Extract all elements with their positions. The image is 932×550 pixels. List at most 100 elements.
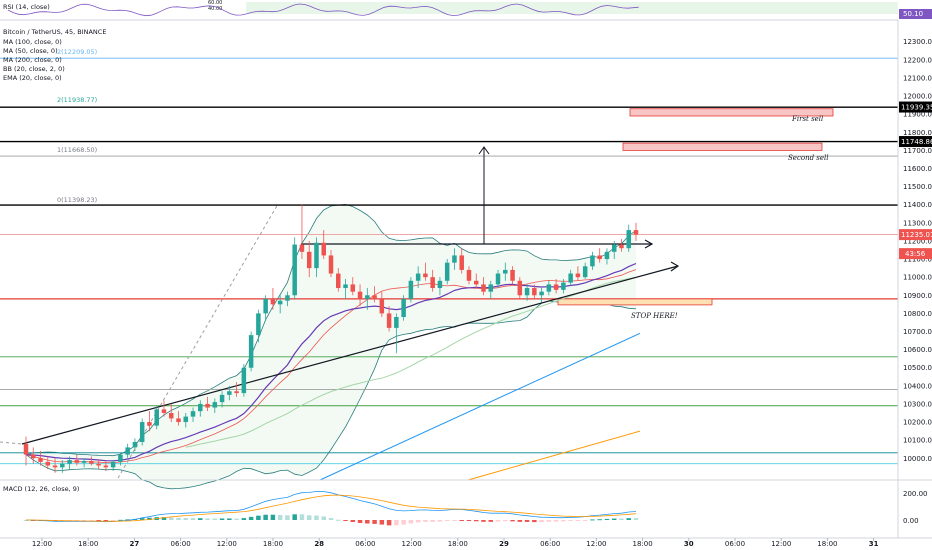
macd-histogram-bar (510, 520, 515, 522)
candle-body (415, 273, 421, 281)
macd-histogram-bar (517, 520, 523, 522)
candle-body (437, 280, 443, 289)
macd-histogram-bar (365, 520, 370, 524)
sell-zones (557, 108, 834, 306)
candle-body (604, 251, 610, 260)
rsi-path (7, 3, 639, 17)
price-tick-label: 12300.00 (903, 38, 932, 46)
macd-histogram-bar (503, 520, 508, 522)
price-badge-second-sell: 11748.86 (901, 138, 932, 146)
price-tick-label: 11200.00 (903, 237, 932, 245)
macd-histogram-bar (263, 514, 268, 520)
macd-histogram-bar (118, 519, 123, 521)
macd-histogram-bar (444, 520, 450, 521)
legend-ma100: MA (100, close, 0) (3, 38, 62, 46)
candle-body (147, 422, 152, 426)
candle-body (23, 443, 29, 455)
time-tick-label: 12:00 (402, 540, 422, 548)
macd-histogram-bar (626, 518, 631, 520)
candle-body (89, 460, 94, 464)
macd-histogram-bar (336, 519, 341, 521)
first-sell-note: First sell (791, 115, 823, 123)
candle-body (74, 460, 80, 463)
macd-histogram-bar (74, 520, 80, 521)
candle-body (306, 251, 312, 269)
macd-histogram-bar (568, 520, 573, 521)
candle-body (365, 295, 370, 299)
candle-body (372, 295, 377, 299)
macd-histogram-bar (183, 518, 189, 520)
macd-histogram-bar (401, 520, 406, 525)
candle-body (212, 402, 218, 408)
candle-body (444, 262, 450, 281)
resistance-arrowhead (644, 239, 654, 249)
candle-body (52, 465, 58, 468)
rsi-value-badge (899, 9, 932, 19)
candle-body (328, 255, 334, 274)
candle-body (161, 409, 167, 413)
candle-body (473, 280, 479, 285)
macd-histogram-bar (532, 520, 537, 523)
candle-body (633, 230, 639, 235)
candle-body (611, 244, 617, 252)
dashed-projection (117, 203, 279, 479)
price-ticks: 12300.00 12200.00 12100.00 12000.00 11900.00… (903, 38, 932, 463)
candle-body (314, 242, 319, 269)
legend-ema: EMA (20, close, 0) (3, 74, 62, 82)
projection-arrowhead (478, 146, 490, 155)
legend-ma50: MA (50, close, 0) (3, 47, 58, 55)
candle-body (408, 280, 414, 299)
time-axis[interactable]: 12:00 18:00 27 06:00 12:00 18:00 28 06:00 12:00 1… (0, 537, 932, 548)
macd-histogram-bar (227, 518, 232, 520)
price-tick-label: 12100.00 (903, 74, 932, 82)
price-tick-label: 10700.00 (903, 328, 932, 336)
trend-lines (0, 146, 680, 479)
price-tick-label: 12200.00 (903, 56, 932, 64)
price-tick-label: 10600.00 (903, 346, 932, 354)
candle-body (553, 284, 559, 290)
candle-body (590, 255, 595, 267)
rsi-line (7, 3, 639, 17)
time-tick-label: 12:00 (586, 540, 606, 548)
macd-histogram-bar (590, 519, 595, 521)
macd-histogram-bar (495, 520, 501, 522)
price-badge-last: 11235.01 (901, 231, 932, 239)
macd-histogram-bar (314, 515, 319, 520)
macd-histogram-bar (277, 514, 283, 520)
price-badge-first-sell: 11939.35 (901, 104, 932, 112)
price-tick-label: 11100.00 (903, 256, 932, 264)
candle-body (31, 454, 36, 459)
zone-rect (557, 298, 713, 306)
legend-bb: BB (20, close, 2, 0) (3, 65, 65, 73)
macd-histogram-bar (473, 520, 479, 522)
ascending-trendline[interactable] (21, 265, 679, 445)
macd-histogram-bar (241, 518, 247, 520)
time-tick-label: 18:00 (78, 540, 98, 548)
candle-body (546, 284, 552, 292)
candle-body (292, 244, 297, 296)
macd-histogram-bar (110, 520, 116, 521)
macd-histogram-bar (546, 520, 552, 522)
candle-body (248, 335, 254, 368)
macd-histogram-bar (168, 517, 174, 520)
macd-histogram-bar (582, 520, 588, 521)
macd-histogram-bar (415, 520, 421, 523)
price-axis[interactable]: 12300.00 12200.00 12100.00 12000.00 11900.00… (897, 20, 932, 538)
candlesticks[interactable] (23, 204, 639, 473)
candle-body (198, 403, 203, 412)
candle-body (60, 463, 65, 468)
time-tick-label: 29 (499, 540, 509, 548)
fib-level-1-label: 1(11668.50) (57, 146, 97, 154)
candle-body (321, 242, 326, 256)
macd-histogram-bar (357, 520, 363, 523)
main-pane[interactable]: Bitcoin / TetherUS, 45, BINANCE MA (100,… (0, 28, 898, 490)
macd-tick-200: 200.00 (903, 490, 928, 498)
candle-body (132, 441, 138, 448)
zone-rect (629, 108, 834, 117)
price-tick-label: 10400.00 (903, 382, 932, 390)
macd-histogram-bar (350, 520, 356, 522)
macd-histogram-bar (219, 518, 225, 520)
time-tick-label: 27 (130, 540, 140, 548)
price-badge-bg (899, 229, 932, 241)
